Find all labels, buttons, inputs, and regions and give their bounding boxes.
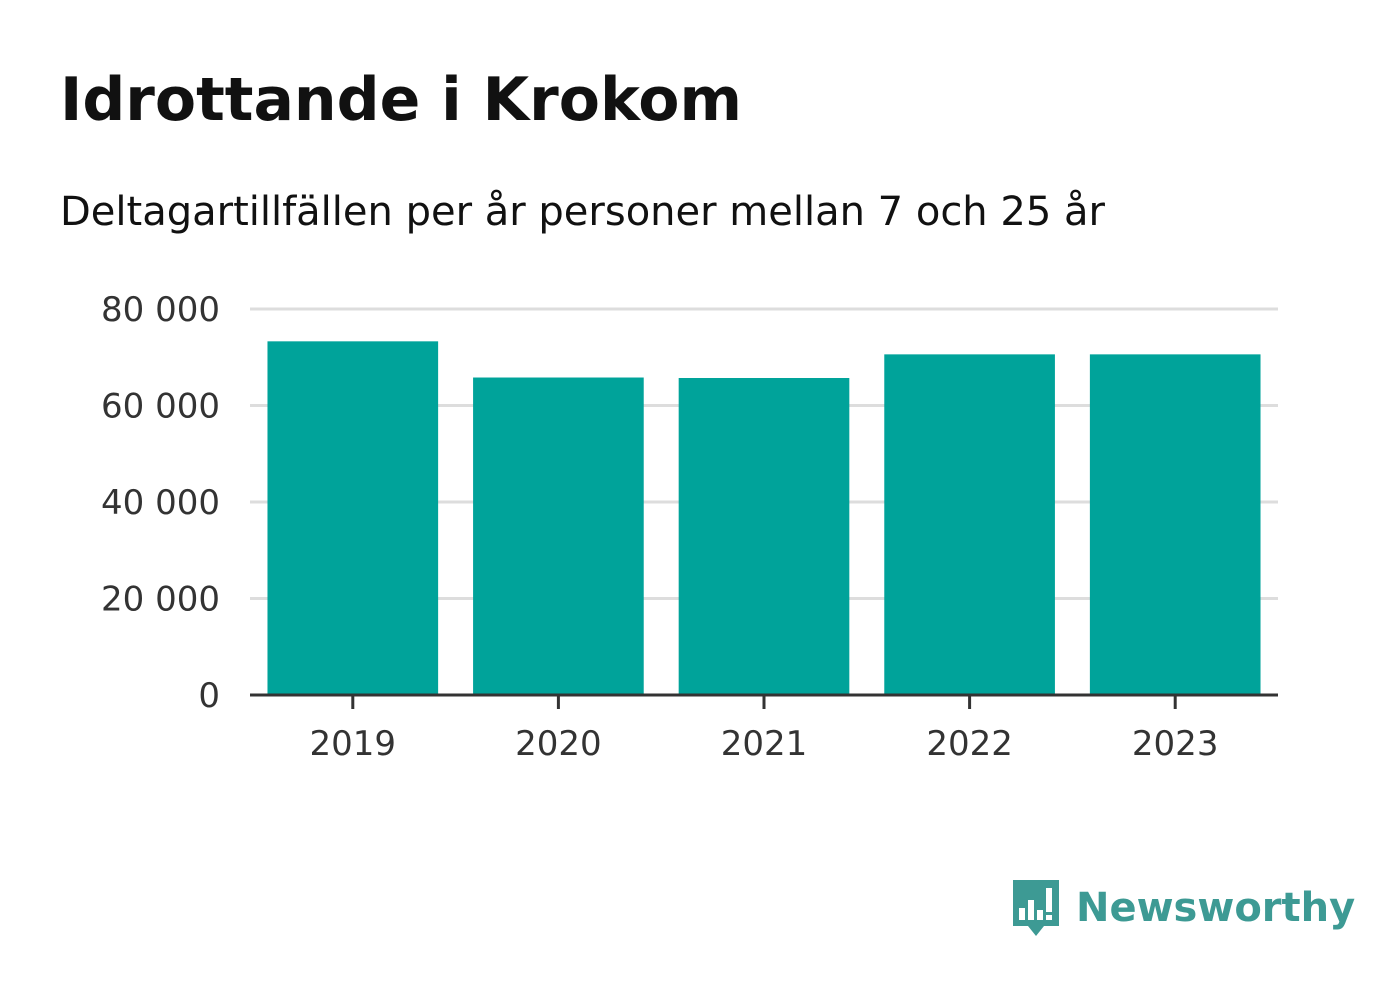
bar-2023 bbox=[1089, 354, 1261, 695]
x-tick-label: 2022 bbox=[926, 724, 1013, 764]
y-tick-labels: 0 20 000 40 000 60 000 80 000 bbox=[101, 290, 220, 716]
bar-2019 bbox=[267, 341, 439, 695]
y-tick-label: 20 000 bbox=[101, 580, 220, 620]
chart-subtitle: Deltagartillfällen per år personer mella… bbox=[60, 189, 1105, 235]
bar-2022 bbox=[884, 354, 1055, 695]
x-axis bbox=[250, 693, 1278, 709]
brand-name: Newsworthy bbox=[1076, 885, 1356, 931]
x-tick-labels: 2019 2020 2021 2022 2023 bbox=[310, 724, 1219, 764]
brand-logo: Newsworthy bbox=[1010, 876, 1355, 940]
bar-2021 bbox=[678, 377, 850, 695]
chart-title: Idrottande i Krokom bbox=[60, 65, 742, 135]
y-tick-label: 40 000 bbox=[101, 483, 220, 523]
x-tick-label: 2021 bbox=[721, 724, 808, 764]
y-tick-label: 60 000 bbox=[101, 387, 220, 427]
x-tick-label: 2023 bbox=[1132, 724, 1219, 764]
bar-chart-speech-bubble-icon bbox=[1013, 880, 1059, 936]
bars bbox=[267, 341, 1261, 695]
x-tick-label: 2020 bbox=[515, 724, 602, 764]
x-tick-label: 2019 bbox=[310, 724, 397, 764]
y-tick-label: 0 bbox=[198, 676, 220, 716]
y-tick-label: 80 000 bbox=[101, 290, 220, 330]
bar-2020 bbox=[473, 377, 644, 695]
